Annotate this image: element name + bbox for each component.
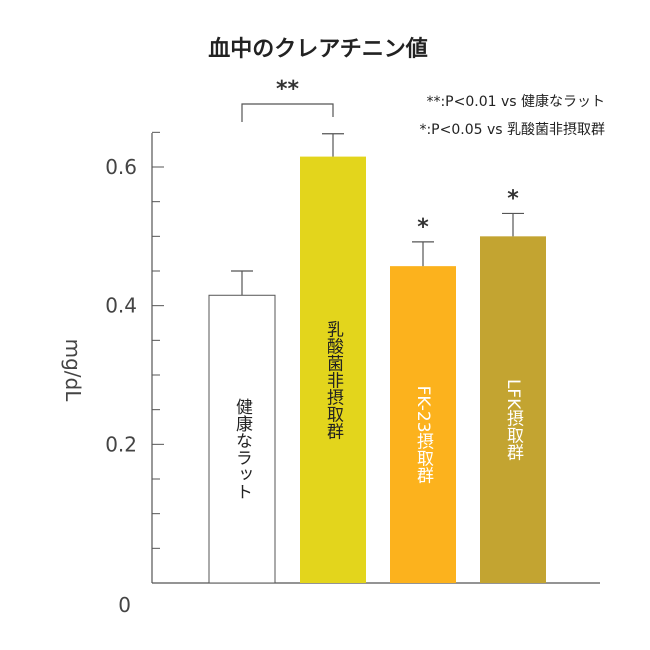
significance-bracket bbox=[241, 103, 334, 122]
bars: 健康なラット 乳酸菌非摂取群 FK-23摂取群 LFK摂取群 bbox=[208, 133, 546, 584]
bar-label: 健康なラット bbox=[232, 398, 253, 500]
y-tick-label: 0.6 bbox=[105, 155, 137, 179]
y-tick-label: 0 bbox=[118, 593, 131, 617]
bar-label: FK-23摂取群 bbox=[413, 386, 434, 484]
bar bbox=[390, 266, 456, 583]
legend: **:P<0.01 vs 健康なラット *:P<0.05 vs 乳酸菌非摂取群 bbox=[419, 93, 605, 138]
y-axis-label: mg/dL bbox=[61, 339, 85, 403]
legend-entry-p001: **:P<0.01 vs 健康なラット bbox=[426, 93, 605, 110]
y-tick-label: 0.4 bbox=[105, 294, 137, 318]
legend-entry-p005: *:P<0.05 vs 乳酸菌非摂取群 bbox=[419, 122, 605, 138]
bar bbox=[480, 236, 546, 584]
bar-label: 乳酸菌非摂取群 bbox=[323, 320, 344, 439]
legend-mark-p001: ** bbox=[426, 94, 440, 110]
legend-mark-p005: * bbox=[419, 122, 426, 138]
chart-title: 血中のクレアチニン値 bbox=[208, 36, 428, 62]
legend-text-p005: :P<0.05 vs 乳酸菌非摂取群 bbox=[426, 122, 605, 138]
y-tick-label: 0.2 bbox=[105, 432, 137, 456]
legend-text-p001: :P<0.01 vs 健康なラット bbox=[440, 93, 605, 110]
significance-mark: * bbox=[417, 215, 429, 240]
significance-mark: * bbox=[507, 186, 519, 211]
bar-label: LFK摂取群 bbox=[503, 379, 524, 460]
significance-mark: ** bbox=[276, 77, 300, 102]
significance-marks: **** bbox=[241, 77, 519, 240]
bar bbox=[300, 156, 366, 583]
